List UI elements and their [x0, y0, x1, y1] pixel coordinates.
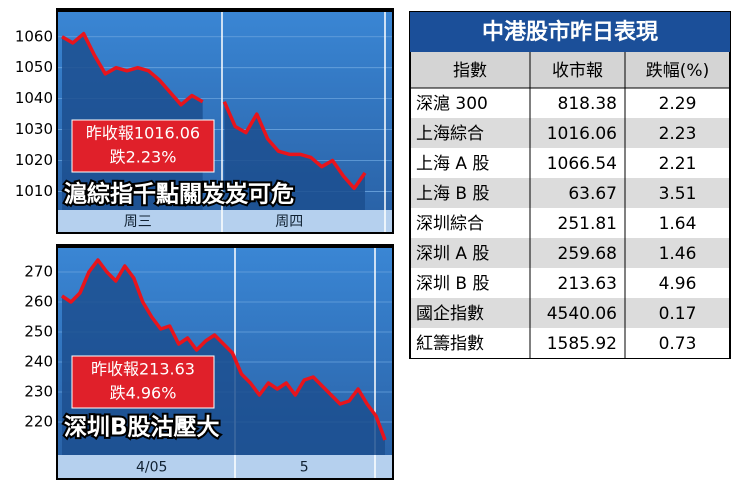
annotation: 昨收報1016.06 [86, 124, 200, 143]
cell: 3.51 [659, 184, 697, 204]
y-tick-label: 1040 [15, 89, 53, 107]
x-strip [58, 210, 392, 232]
cell: 1066.54 [547, 154, 617, 174]
cell: 0.73 [659, 334, 697, 354]
cell: 2.23 [659, 124, 697, 144]
cell: 深滬 300 [416, 94, 488, 114]
row-bg [411, 328, 729, 358]
cell: 深圳綜合 [416, 214, 484, 234]
row-bg [411, 268, 729, 298]
y-tick-label: 270 [24, 263, 53, 281]
row-bg [411, 298, 729, 328]
line [61, 31, 367, 191]
cell: 1016.06 [547, 124, 617, 144]
cell: 0.17 [659, 304, 697, 324]
row-bg [411, 88, 729, 118]
charts: 1010 1020 1030 1040 1050 1060 周三 周四 昨收報1016.06 跌2… [15, 8, 394, 480]
annotation-box [71, 119, 215, 173]
x-tick-label: 5 [300, 460, 309, 476]
chart-title: 滬綜指千點關岌岌可危 [64, 181, 294, 208]
cell: 818.38 [558, 94, 617, 114]
x-strip [58, 455, 392, 478]
cell: 213.63 [558, 274, 617, 294]
y-tick-label: 1060 [15, 27, 53, 45]
cell: 63.67 [568, 184, 617, 204]
y-tick-label: 260 [24, 293, 53, 311]
cell: 國企指數 [416, 304, 484, 324]
y-tick-label: 1020 [15, 151, 53, 169]
cell: 上海 A 股 [416, 154, 489, 174]
header-cell: 收市報 [552, 61, 603, 81]
cell: 紅籌指數 [416, 334, 484, 354]
annotation: 昨收報213.63 [91, 360, 195, 379]
cell: 259.68 [558, 244, 617, 264]
annotation: 跌2.23% [110, 148, 177, 167]
x-tick-label: 周四 [275, 214, 303, 230]
y-tick-label: 1030 [15, 120, 53, 138]
y-tick-label: 250 [24, 323, 53, 341]
table-title-bg [410, 12, 730, 52]
cell: 1.64 [659, 214, 697, 234]
cell: 1.46 [659, 244, 697, 264]
cell: 深圳 B 股 [416, 274, 489, 294]
table-title: 中港股市昨日表現 [482, 19, 658, 45]
row-bg [411, 208, 729, 238]
line [61, 258, 387, 441]
cell: 1585.92 [547, 334, 617, 354]
cell: 2.21 [659, 154, 697, 174]
cell: 上海 B 股 [416, 184, 489, 204]
row-bg [411, 118, 729, 148]
cell: 4540.06 [547, 304, 617, 324]
y-tick-label: 230 [24, 383, 53, 401]
cell: 4.96 [659, 274, 697, 294]
table: 指數 收市報 跌幅(%) 深滬 300 818.38 2.29 上海綜合 1016.06 2.2… [410, 52, 730, 358]
annotation: 跌4.96% [110, 384, 177, 403]
header-bg [411, 52, 729, 88]
row-bg [411, 178, 729, 208]
header-cell: 跌幅(%) [646, 61, 709, 81]
chart-title: 深圳B股沽壓大 [64, 415, 220, 441]
y-tick-label: 240 [24, 353, 53, 371]
cell: 深圳 A 股 [416, 244, 489, 264]
row-bg [411, 148, 729, 178]
y-tick-label: 1010 [15, 182, 53, 200]
y-tick-label: 220 [24, 413, 53, 431]
annotation-box [71, 355, 215, 409]
cell: 上海綜合 [416, 124, 484, 144]
x-tick-label: 4/05 [136, 460, 167, 476]
row-bg [411, 238, 729, 268]
cell: 2.29 [659, 94, 697, 114]
x-tick-label: 周三 [124, 214, 152, 230]
y-tick-label: 1050 [15, 58, 53, 76]
header-cell: 指數 [453, 61, 487, 81]
cell: 251.81 [558, 214, 617, 234]
